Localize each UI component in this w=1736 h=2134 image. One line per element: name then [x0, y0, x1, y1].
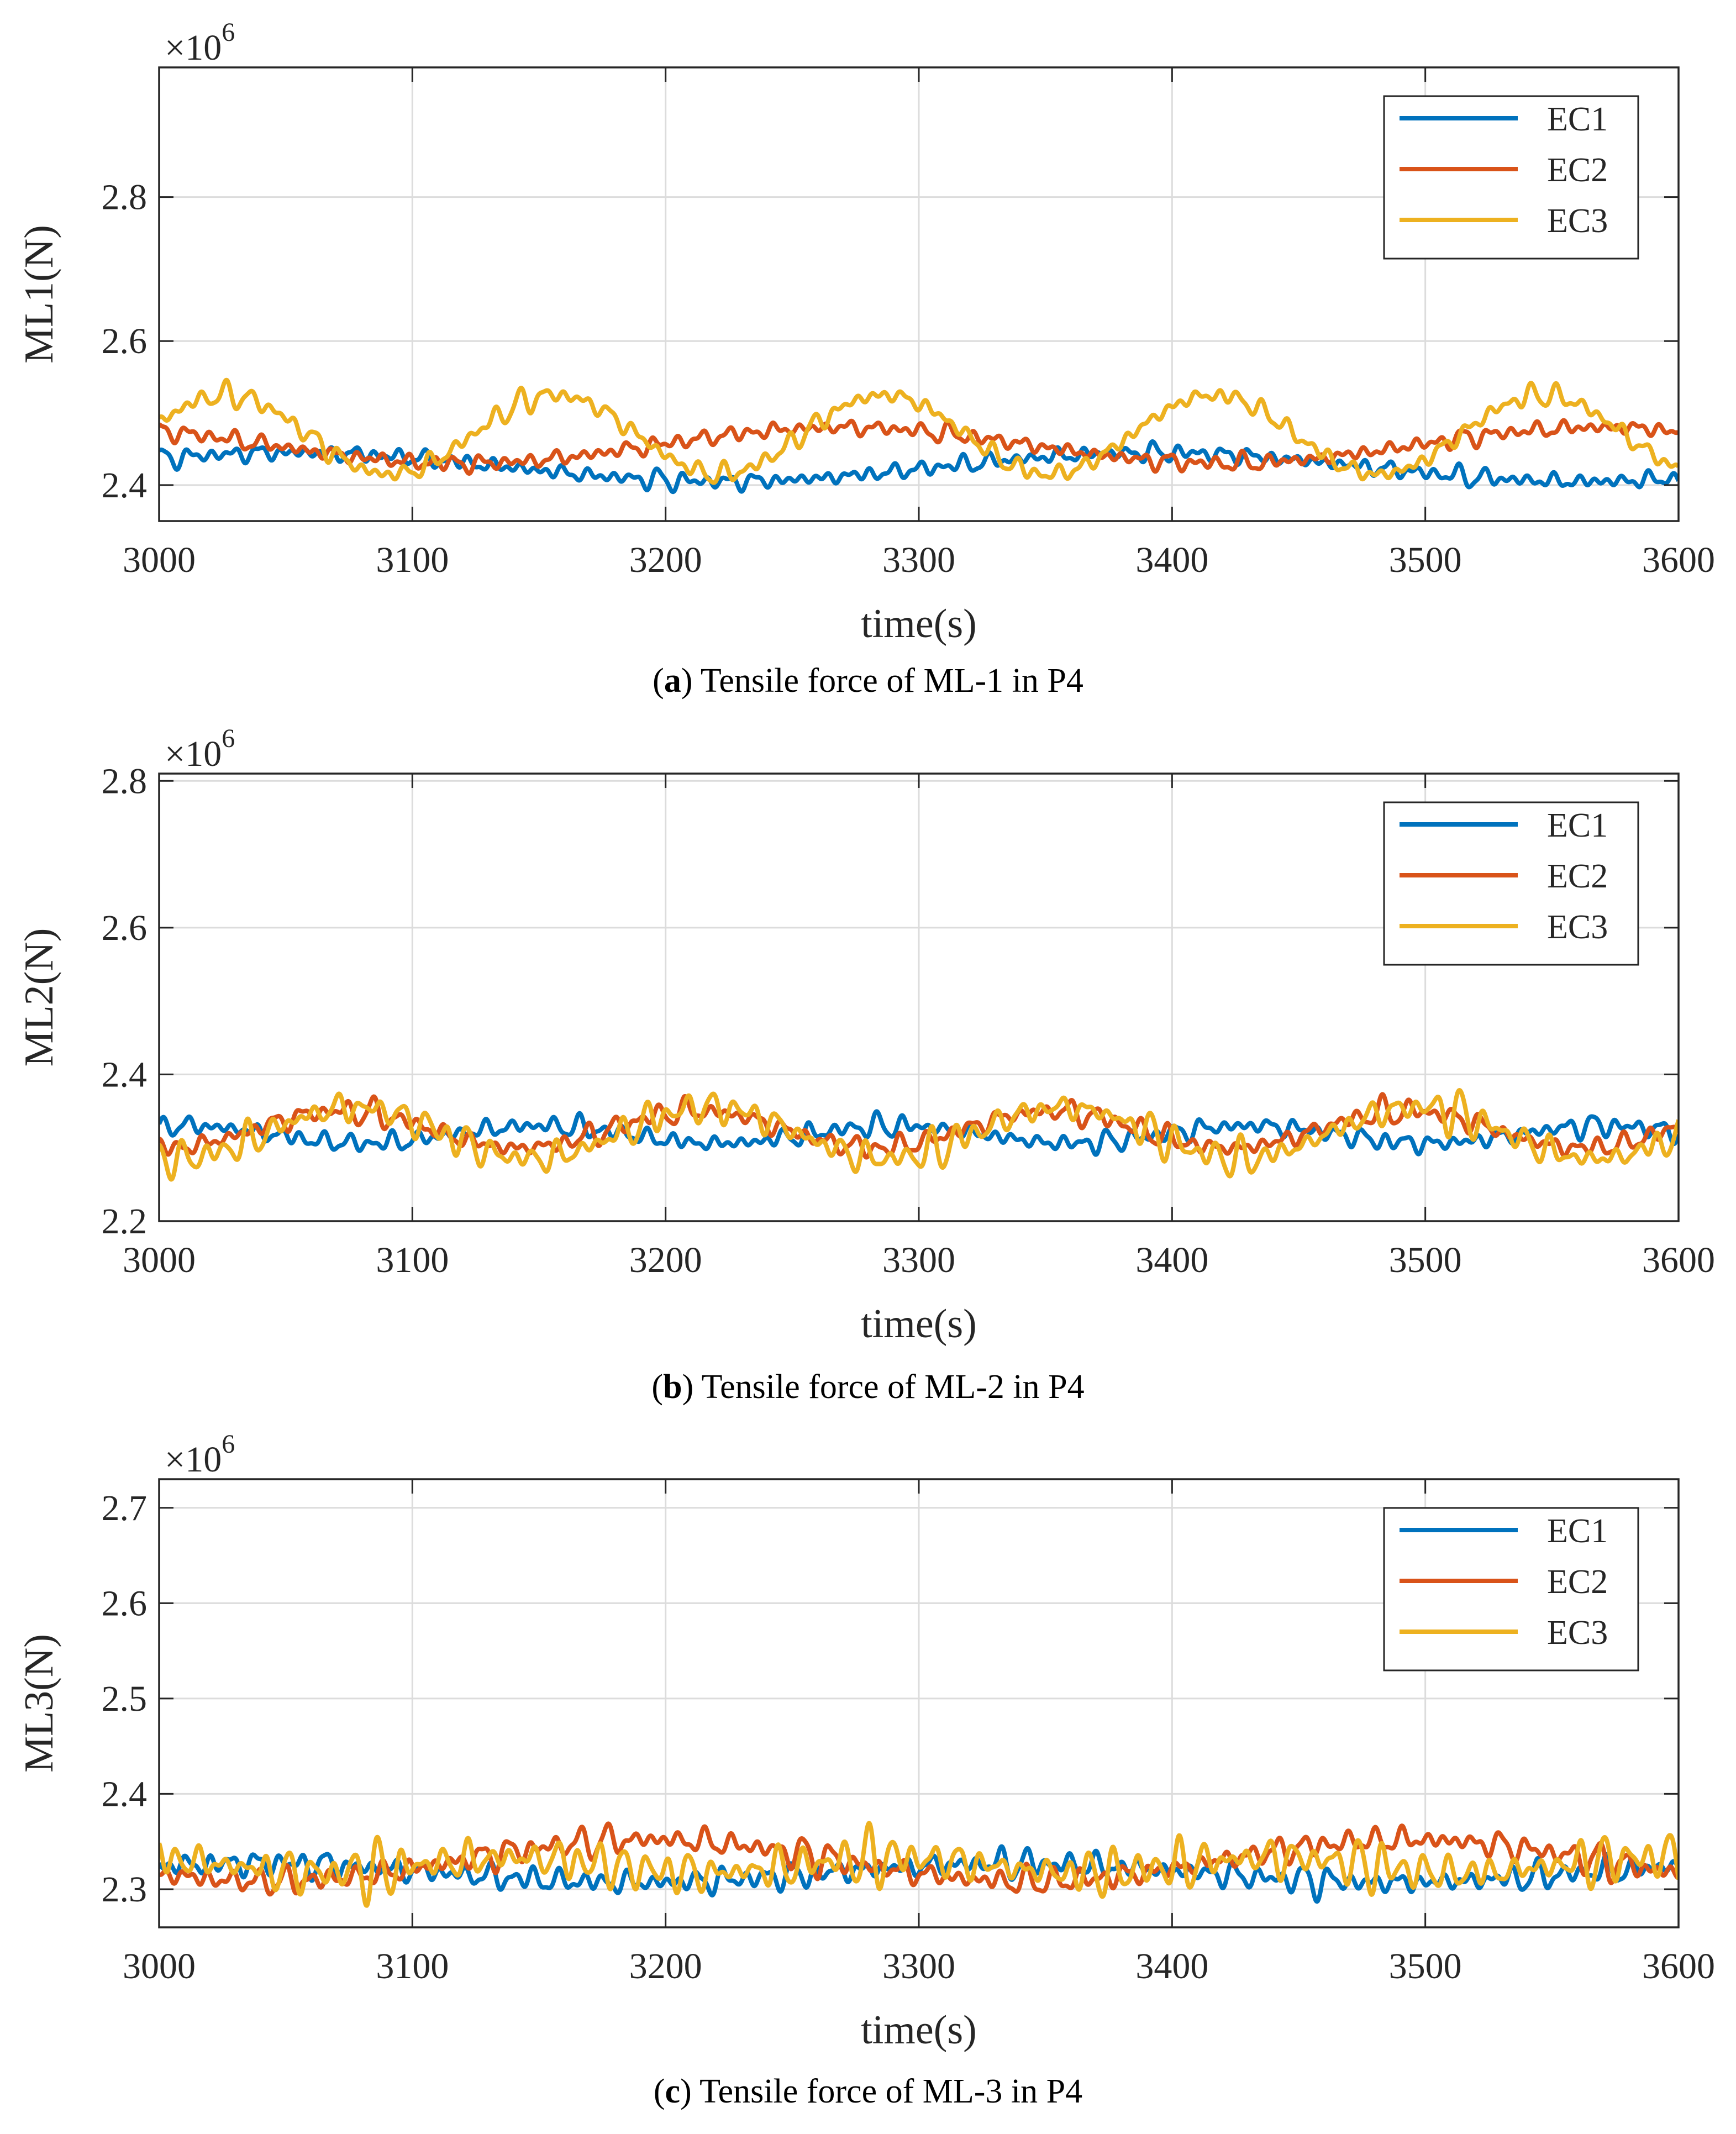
caption: (b) Tensile force of ML-2 in P4: [651, 1368, 1084, 1406]
exponent-power: 6: [222, 1429, 235, 1459]
x-tick-label: 3500: [1389, 540, 1462, 580]
y-tick-label: 2.8: [102, 761, 148, 801]
x-tick-label: 3100: [376, 540, 449, 580]
series-line-ec1: [159, 1109, 1679, 1157]
y-tick-label: 2.4: [102, 465, 148, 506]
exponent-power: 6: [222, 18, 235, 47]
series-line-ec2: [159, 418, 1679, 476]
caption-text: ) Tensile force of ML-1 in P4: [681, 662, 1083, 700]
series-group: [159, 377, 1679, 495]
exponent-label: ×106: [165, 1429, 235, 1480]
x-tick-label: 3300: [882, 1240, 955, 1280]
legend-label-ec2: EC2: [1547, 1563, 1608, 1601]
legend-label-ec1: EC1: [1547, 807, 1608, 844]
legend-box: [1383, 801, 1639, 966]
x-axis-label: time(s): [861, 1301, 977, 1347]
caption-letter: c: [665, 2073, 681, 2110]
y-axis-label: ML1(N): [17, 225, 62, 364]
legend-box: [1383, 95, 1639, 260]
x-axis-label: time(s): [861, 2007, 977, 2053]
y-tick-label: 2.7: [102, 1488, 148, 1528]
x-tick-label: 3300: [882, 540, 955, 580]
x-tick-label: 3400: [1135, 540, 1208, 580]
legend: EC1 EC2 EC3: [1383, 95, 1639, 260]
x-tick-label: 3000: [123, 1240, 196, 1280]
y-tick-label: 2.8: [102, 177, 148, 218]
x-tick-label: 3100: [376, 1240, 449, 1280]
legend-label-ec3: EC3: [1547, 202, 1608, 240]
exponent-label: ×106: [165, 724, 235, 774]
legend: EC1 EC2 EC3: [1383, 1507, 1639, 1672]
legend-label-ec1: EC1: [1547, 101, 1608, 138]
legend-box: [1383, 1507, 1639, 1672]
caption: (c) Tensile force of ML-3 in P4: [654, 2073, 1082, 2110]
series-line-ec2: [159, 1821, 1679, 1897]
panel-c: 3000 3100 3200 3300 3400 3500 3600 2.3 2.4 2.5 2.6…: [17, 1429, 1715, 2110]
y-tick-label: 2.4: [102, 1774, 148, 1814]
x-axis-label: time(s): [861, 601, 977, 646]
x-tick-label: 3200: [629, 1946, 702, 1986]
x-tick-label: 3000: [123, 1946, 196, 1986]
x-tick-label: 3600: [1642, 1946, 1715, 1986]
caption: (a) Tensile force of ML-1 in P4: [653, 662, 1083, 700]
caption-letter: b: [663, 1368, 682, 1406]
panel-b: 3000 3100 3200 3300 3400 3500 3600 2.2 2.4 2.6 2.8…: [17, 724, 1715, 1406]
legend-label-ec3: EC3: [1547, 1614, 1608, 1652]
y-tick-label: 2.6: [102, 1583, 148, 1623]
exponent-power: 6: [222, 724, 235, 753]
x-tick-label: 3000: [123, 540, 196, 580]
caption-text: ) Tensile force of ML-2 in P4: [682, 1368, 1085, 1406]
exponent-label: ×106: [165, 18, 235, 68]
series-group: [159, 1088, 1679, 1182]
y-tick-label: 2.6: [102, 321, 148, 361]
caption-text: ) Tensile force of ML-3 in P4: [680, 2073, 1082, 2110]
x-tick-label: 3500: [1389, 1946, 1462, 1986]
legend-label-ec3: EC3: [1547, 908, 1608, 946]
x-tick-label: 3600: [1642, 540, 1715, 580]
y-tick-label: 2.6: [102, 908, 148, 948]
y-axis-label: ML2(N): [17, 928, 62, 1067]
legend-label-ec2: EC2: [1547, 151, 1608, 189]
series-line-ec3: [159, 1821, 1679, 1908]
x-tick-label: 3200: [629, 1240, 702, 1280]
x-tick-label: 3100: [376, 1946, 449, 1986]
y-tick-label: 2.2: [102, 1201, 148, 1242]
x-tick-label: 3300: [882, 1946, 955, 1986]
y-tick-label: 2.3: [102, 1869, 148, 1910]
legend-label-ec2: EC2: [1547, 858, 1608, 895]
legend-label-ec1: EC1: [1547, 1512, 1608, 1550]
x-tick-label: 3200: [629, 540, 702, 580]
y-tick-label: 2.5: [102, 1679, 148, 1719]
panel-a: 3000 3100 3200 3300 3400 3500 3600 2.4 2.6 2.8 ×10…: [17, 18, 1715, 700]
x-tick-label: 3600: [1642, 1240, 1715, 1280]
y-axis-label: ML3(N): [17, 1634, 62, 1773]
caption-letter: a: [664, 662, 681, 700]
series-line-ec3: [159, 377, 1679, 485]
x-tick-label: 3400: [1135, 1240, 1208, 1280]
y-tick-label: 2.4: [102, 1054, 148, 1095]
series-line-ec3: [159, 1088, 1679, 1182]
series-group: [159, 1821, 1679, 1908]
x-tick-label: 3400: [1135, 1946, 1208, 1986]
x-tick-label: 3500: [1389, 1240, 1462, 1280]
legend: EC1 EC2 EC3: [1383, 801, 1639, 966]
